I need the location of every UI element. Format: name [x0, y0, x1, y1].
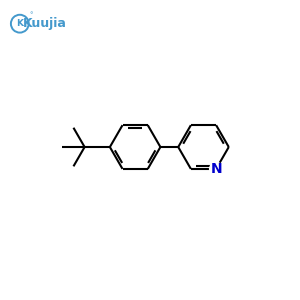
Text: Kuujia: Kuujia [23, 17, 67, 30]
Text: K: K [16, 19, 23, 28]
Circle shape [210, 162, 223, 176]
Text: N: N [210, 162, 222, 176]
Text: °: ° [29, 12, 33, 18]
